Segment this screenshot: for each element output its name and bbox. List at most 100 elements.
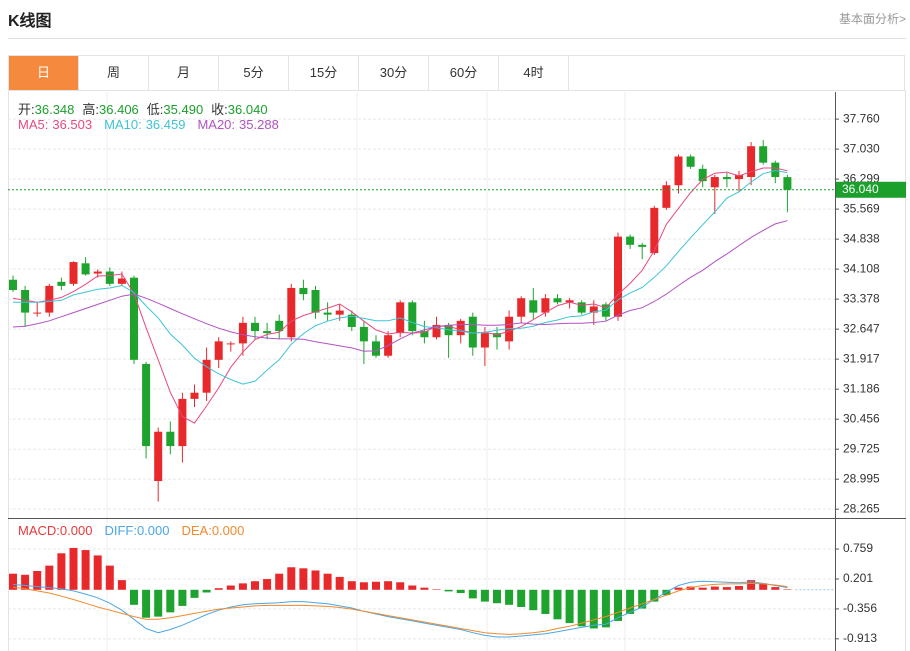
candle-body xyxy=(275,320,284,332)
macd-bar xyxy=(166,589,175,613)
candle-body xyxy=(674,156,683,186)
candle-body xyxy=(759,146,768,163)
candle-body xyxy=(263,331,272,334)
candle-body xyxy=(420,331,429,338)
macd-name: DEA: xyxy=(181,523,212,538)
macd-bar xyxy=(384,581,393,590)
ohlc-name: 低: xyxy=(146,102,164,117)
ohlc-info: 开:36.348 高:36.406 低:35.490 收:36.040 xyxy=(18,99,276,118)
macd-bar xyxy=(347,581,356,590)
macd-bar xyxy=(190,589,199,598)
candle-body xyxy=(710,177,719,188)
candle-body xyxy=(747,146,756,178)
macd-bar xyxy=(9,573,17,590)
period-tab[interactable]: 月 xyxy=(149,56,219,90)
macd-bar xyxy=(263,579,272,590)
candle-body xyxy=(626,236,635,245)
macd-bar xyxy=(105,565,114,590)
candle-body xyxy=(335,310,344,315)
candle-body xyxy=(432,324,441,338)
last-price-label: 36.040 xyxy=(842,182,879,196)
candle-body xyxy=(69,262,78,284)
candle-body xyxy=(517,298,526,317)
macd-bar xyxy=(577,589,586,627)
candle-body xyxy=(9,279,17,291)
y-tick-label: 0.759 xyxy=(843,541,873,555)
last-price-box xyxy=(836,181,906,198)
macd-bar xyxy=(21,574,30,590)
candle-body xyxy=(783,177,792,190)
macd-bar xyxy=(81,550,90,590)
macd-bar xyxy=(275,573,284,590)
period-tab[interactable]: 周 xyxy=(79,56,149,90)
candle-body xyxy=(117,278,126,284)
candle-body xyxy=(214,341,223,360)
macd-bar xyxy=(771,587,780,590)
period-tab[interactable]: 60分 xyxy=(429,56,499,90)
candle-body xyxy=(142,363,151,447)
period-tab[interactable]: 30分 xyxy=(359,56,429,90)
candle-body xyxy=(735,174,743,180)
macd-bar xyxy=(589,589,598,629)
ma-value: 36.503 xyxy=(52,117,93,132)
candle-body xyxy=(614,236,622,317)
candle-body xyxy=(359,326,368,342)
y-tick-label: 34.108 xyxy=(843,261,880,275)
y-tick-label: 28.265 xyxy=(843,501,880,515)
macd-name: MACD: xyxy=(18,523,60,538)
macd-bar xyxy=(529,589,538,611)
y-tick-label: 30.456 xyxy=(843,411,880,425)
period-tab[interactable]: 4时 xyxy=(499,56,569,90)
ohlc-value: 36.348 xyxy=(34,102,75,117)
macd-bar xyxy=(735,586,743,590)
fundamental-link[interactable]: 基本面分析> xyxy=(838,12,906,26)
macd-bar xyxy=(130,589,138,605)
candle-body xyxy=(311,290,320,313)
macd-bar xyxy=(432,589,441,590)
ohlc-value: 36.406 xyxy=(99,102,139,117)
macd-bar xyxy=(456,589,465,594)
candle-body xyxy=(130,277,138,360)
candle-body xyxy=(698,168,707,182)
y-tick-label: -0.913 xyxy=(843,631,877,645)
macd-bar xyxy=(541,589,550,614)
y-tick-label: 32.647 xyxy=(843,321,880,335)
candle-body xyxy=(408,302,417,332)
y-tick-label: 31.917 xyxy=(843,351,880,365)
macd-bar xyxy=(214,588,223,590)
macd-bar xyxy=(710,586,719,590)
candle-body xyxy=(577,302,586,313)
macd-value: 0.000 xyxy=(211,523,245,538)
macd-bar xyxy=(335,576,344,590)
period-tab[interactable]: 5分 xyxy=(219,56,289,90)
candle-body xyxy=(589,306,598,313)
macd-bar xyxy=(759,583,768,590)
macd-bar xyxy=(154,589,163,617)
macd-name: DIFF: xyxy=(104,523,137,538)
candle-body xyxy=(105,271,114,284)
macd-bar xyxy=(638,589,647,609)
ma-name: MA5: xyxy=(18,117,49,132)
macd-bar xyxy=(117,580,126,590)
candle-body xyxy=(650,207,659,254)
candle-body xyxy=(190,392,199,399)
macd-value: 0.000 xyxy=(59,523,93,538)
macd-bar xyxy=(45,565,54,590)
period-tab[interactable]: 日 xyxy=(9,56,79,90)
candle-body xyxy=(372,341,380,356)
candle-body xyxy=(722,177,731,180)
ma-legend: MA5: 36.503 MA10: 36.459 MA20: 35.288 xyxy=(18,117,291,132)
ma-line xyxy=(12,167,788,424)
macd-bar xyxy=(408,585,417,590)
macd-bar xyxy=(226,585,235,590)
macd-bar xyxy=(420,587,429,590)
macd-bar xyxy=(251,581,259,590)
candle-body xyxy=(45,285,54,313)
macd-bar xyxy=(372,581,380,590)
y-tick-label: 31.186 xyxy=(843,381,880,395)
period-tab[interactable]: 15分 xyxy=(289,56,359,90)
macd-bar xyxy=(493,589,501,604)
candle-body xyxy=(686,156,695,167)
y-tick-label: 37.760 xyxy=(843,111,880,125)
